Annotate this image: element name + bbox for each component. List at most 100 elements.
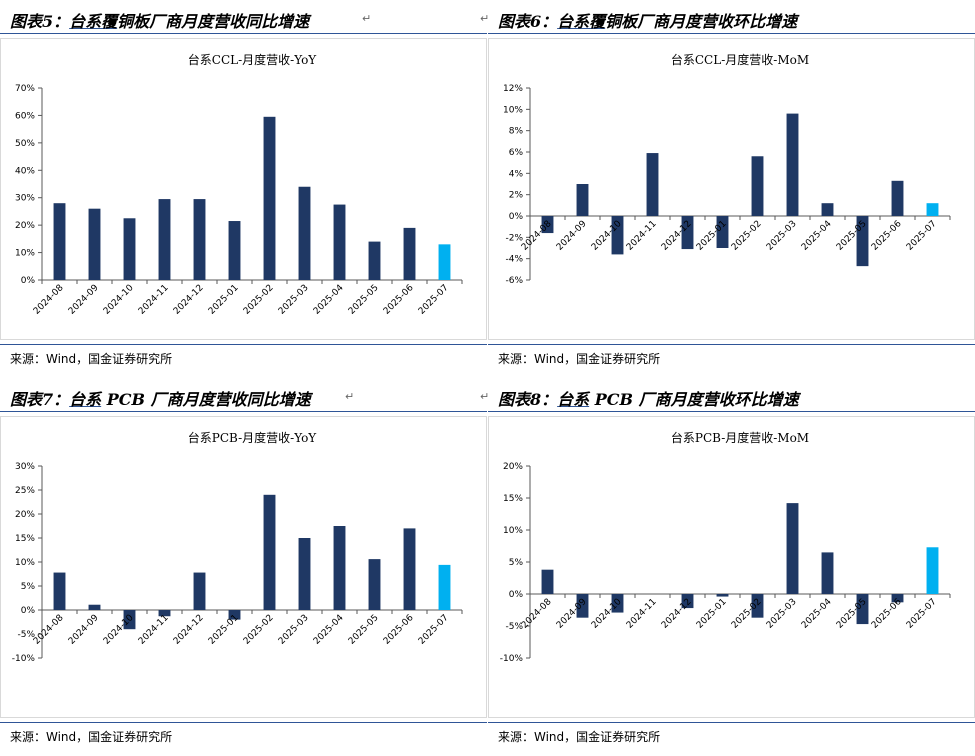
x-tick-label: 2024-11 <box>625 219 659 253</box>
bar <box>786 113 799 216</box>
y-tick-label: -10% <box>500 654 524 664</box>
source-rule <box>0 722 487 723</box>
source-rule <box>488 722 975 723</box>
chart-title: 台系CCL-月度营收-YoY <box>188 52 318 67</box>
y-tick-label: -2% <box>505 233 523 243</box>
return-mark: ↵ <box>345 390 355 403</box>
x-tick-label: 2025-03 <box>277 613 311 647</box>
bar <box>158 199 171 280</box>
bar <box>716 594 729 597</box>
source-note: 来源：Wind，国金证券研究所 <box>498 352 661 366</box>
bar <box>611 594 624 613</box>
chart-frame <box>0 38 487 340</box>
x-tick-label: 2025-03 <box>277 283 311 317</box>
bar <box>716 216 729 248</box>
bar <box>786 503 799 594</box>
y-tick-label: 6% <box>509 148 524 158</box>
y-tick-label: 60% <box>15 111 35 121</box>
bar <box>53 203 66 280</box>
chart-ccl-mom: 台系CCL-月度营收-MoM -6% -4% -2% 0% 2% 4% 6% 8% 10% 12% 2… <box>503 52 951 286</box>
chart-pcb-yoy: 台系PCB-月度营收-YoY -10% -5% 0% 5% 10% 15% 20% 25% 30%… <box>12 430 463 664</box>
bar <box>88 208 101 280</box>
x-tick-label: 2025-04 <box>800 219 834 253</box>
y-tick-label: 70% <box>15 84 35 94</box>
bar <box>333 526 346 610</box>
source-note: 来源：Wind，国金证券研究所 <box>10 730 173 744</box>
bar <box>576 594 589 618</box>
bar <box>403 528 416 610</box>
y-tick-label: 5% <box>21 582 36 592</box>
bar <box>681 216 694 250</box>
panel-pcb-mom: 图表8：台系 PCB 厂商月度营收环比增速 ↵ 台系PCB-月度营收-MoM -1… <box>480 378 975 756</box>
bar <box>123 610 136 630</box>
y-tick-label: 10% <box>15 558 35 568</box>
heading-rule <box>0 411 487 412</box>
y-tick-label: 0% <box>21 606 36 616</box>
x-tick-label: 2025-03 <box>765 597 799 631</box>
source-rule <box>0 344 487 345</box>
x-tick-label: 2024-08 <box>520 219 554 253</box>
x-tick-label: 2025-03 <box>765 219 799 253</box>
chart-title: 台系CCL-月度营收-MoM <box>671 52 809 67</box>
y-tick-label: 40% <box>15 166 35 176</box>
x-tick-label: 2025-06 <box>870 219 904 253</box>
x-tick-label: 2025-07 <box>417 613 451 647</box>
y-tick-label: 12% <box>503 84 523 94</box>
bar <box>646 153 659 216</box>
bar <box>856 216 869 267</box>
x-tick-label: 2024-09 <box>555 219 589 253</box>
bar <box>193 572 206 610</box>
x-tick-label: 2024-08 <box>32 283 66 317</box>
x-tick-label: 2025-06 <box>382 283 416 317</box>
panel-ccl-mom: 图表6：台系覆铜板厂商月度营收环比增速 ↵ 台系CCL-月度营收-MoM -6% -… <box>480 0 975 378</box>
source-rule <box>488 344 975 345</box>
bar <box>926 203 939 216</box>
y-tick-label: 30% <box>15 194 35 204</box>
x-tick-label: 2025-07 <box>417 283 451 317</box>
y-tick-label: 25% <box>15 486 35 496</box>
x-tick-label: 2024-10 <box>102 283 136 317</box>
y-tick-label: 8% <box>509 127 524 137</box>
y-tick-label: 50% <box>15 139 35 149</box>
panel-ccl-yoy: 图表5：台系覆铜板厂商月度营收同比增速 ↵ 台系CCL-月度营收-YoY 0% 10… <box>0 0 487 378</box>
x-tick-label: 2024-10 <box>590 597 624 631</box>
bar <box>751 156 764 216</box>
bar <box>123 218 136 280</box>
bar <box>158 610 171 617</box>
chart-title: 台系PCB-月度营收-YoY <box>188 430 318 445</box>
bar <box>856 594 869 625</box>
chart-ccl-yoy: 台系CCL-月度营收-YoY 0% 10% 20% 30% 40% 50% 60% 70% 202… <box>15 52 463 317</box>
y-tick-label: 15% <box>503 494 523 504</box>
x-tick-label: 2025-04 <box>312 613 346 647</box>
x-tick-label: 2025-02 <box>242 283 276 317</box>
y-tick-label: 2% <box>509 191 524 201</box>
bar <box>751 594 764 618</box>
figure-heading: 图表7：台系 PCB 厂商月度营收同比增速 <box>10 390 311 409</box>
x-tick-label: 2025-04 <box>800 597 834 631</box>
x-tick-label: 2025-02 <box>242 613 276 647</box>
chart-pcb-mom: 台系PCB-月度营收-MoM -10% -5% 0% 5% 10% 15% 20% 2024-0… <box>500 430 951 664</box>
x-tick-label: 2025-01 <box>207 613 241 647</box>
x-tick-label: 2024-09 <box>67 283 101 317</box>
y-tick-label: -10% <box>12 654 36 664</box>
x-tick-label: 2025-06 <box>382 613 416 647</box>
heading-rule <box>0 33 487 34</box>
y-tick-label: 20% <box>15 510 35 520</box>
x-tick-label: 2025-05 <box>347 613 381 647</box>
x-tick-label: 2025-07 <box>905 219 939 253</box>
bar <box>891 594 904 603</box>
x-tick-label: 2025-01 <box>695 597 729 631</box>
y-tick-label: 30% <box>15 462 35 472</box>
bar <box>541 569 554 594</box>
bar <box>438 244 451 280</box>
heading-rule <box>488 33 975 34</box>
x-tick-label: 2025-04 <box>312 283 346 317</box>
y-tick-label: 10% <box>15 249 35 259</box>
panel-pcb-yoy: 图表7：台系 PCB 厂商月度营收同比增速 ↵ 台系PCB-月度营收-YoY -1… <box>0 378 487 756</box>
bar <box>821 203 834 216</box>
x-tick-label: 2024-11 <box>625 597 659 631</box>
chart-title: 台系PCB-月度营收-MoM <box>671 430 809 445</box>
figure-heading: 图表8：台系 PCB 厂商月度营收环比增速 <box>498 390 799 409</box>
return-mark: ↵ <box>480 390 490 403</box>
y-tick-label: -6% <box>505 276 523 286</box>
